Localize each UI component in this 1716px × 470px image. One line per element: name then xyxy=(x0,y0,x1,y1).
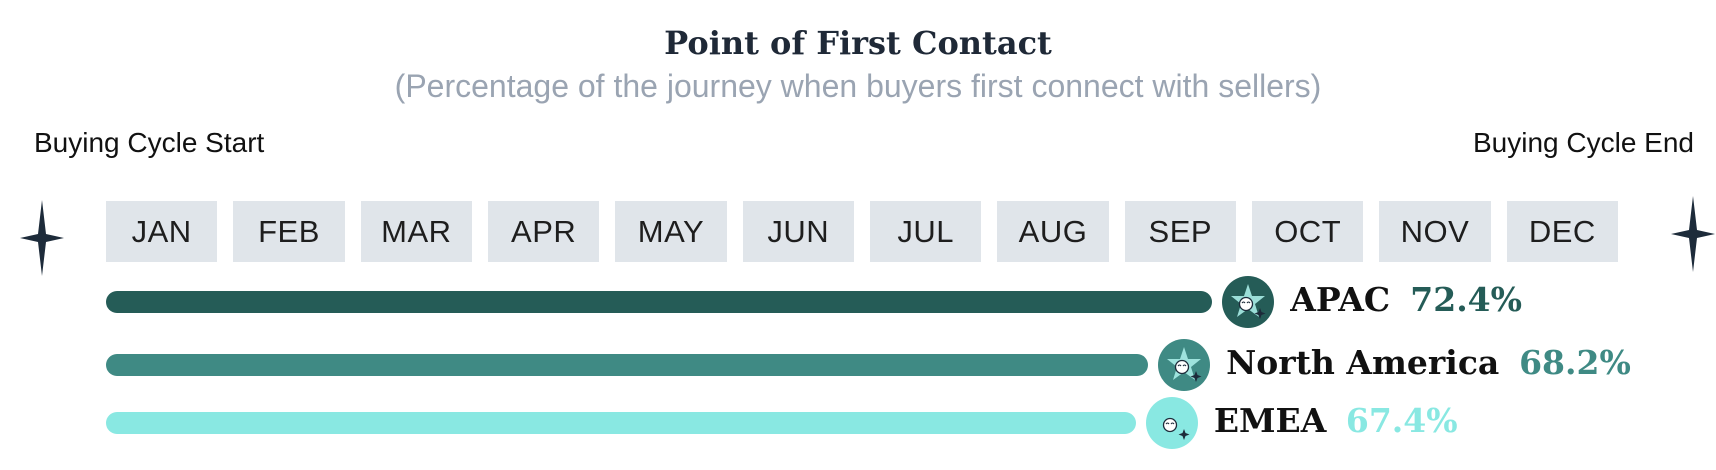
buying-cycle-end-label: Buying Cycle End xyxy=(1472,127,1694,158)
month-tick-jan: JAN xyxy=(106,201,218,262)
bar-emea xyxy=(106,412,1136,434)
month-tick-jul: JUL xyxy=(870,201,982,262)
month-tick-aug: AUG xyxy=(997,201,1109,262)
month-tick-dec: DEC xyxy=(1506,201,1618,262)
chart-title: Point of First Contact xyxy=(664,24,1052,62)
sparkle-start-icon xyxy=(20,200,64,276)
sparkle-end-icon xyxy=(1671,196,1715,272)
badge-emea-icon xyxy=(1145,397,1198,449)
value-label-apac: 72.4% xyxy=(1410,280,1522,319)
month-tick-jun: JUN xyxy=(742,201,854,262)
bar-apac xyxy=(106,291,1213,313)
month-tick-nov: NOV xyxy=(1379,201,1491,262)
value-label-emea: 67.4% xyxy=(1345,401,1458,440)
badge-north-america-icon xyxy=(1158,339,1211,391)
region-label-apac: APAC xyxy=(1290,280,1391,319)
region-label-emea: EMEA xyxy=(1213,401,1327,440)
buying-cycle-start-label: Buying Cycle Start xyxy=(34,127,265,158)
region-label-north-america: North America xyxy=(1226,343,1500,382)
badge-apac-icon xyxy=(1222,276,1275,328)
month-tick-feb: FEB xyxy=(233,201,345,262)
month-tick-mar: MAR xyxy=(360,201,472,262)
month-tick-sep: SEP xyxy=(1124,201,1236,262)
month-tick-may: MAY xyxy=(615,201,727,262)
month-tick-apr: APR xyxy=(488,201,600,262)
month-tick-oct: OCT xyxy=(1252,201,1364,262)
chart-subtitle: (Percentage of the journey when buyers f… xyxy=(394,68,1322,104)
bar-north-america xyxy=(106,354,1149,376)
value-label-north-america: 68.2% xyxy=(1519,343,1631,382)
